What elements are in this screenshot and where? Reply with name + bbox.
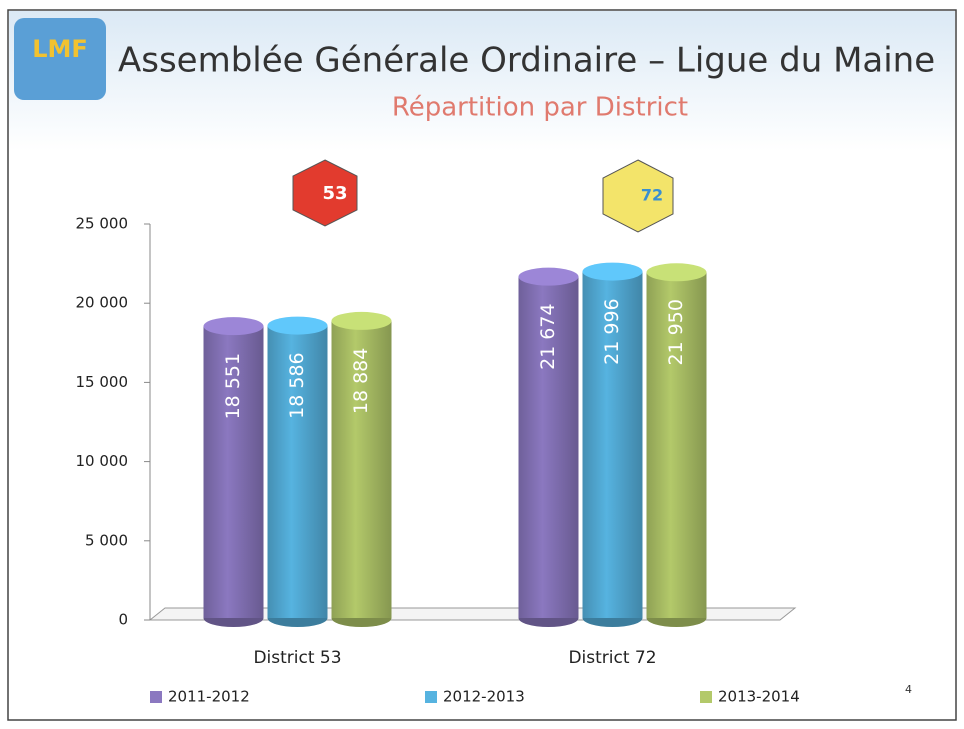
y-tick-label: 0	[118, 611, 128, 629]
bar	[646, 272, 707, 618]
legend-swatch	[700, 691, 712, 703]
logo	[14, 18, 106, 100]
bar-top	[646, 263, 707, 282]
bar-top	[203, 317, 264, 336]
value-label: 18 586	[286, 352, 308, 418]
chart-subtitle: Répartition par District	[392, 93, 688, 123]
bar-top	[518, 267, 579, 286]
y-tick-label: 20 000	[76, 294, 129, 312]
district-icon-label: 72	[641, 186, 663, 205]
bar	[518, 276, 579, 618]
logo-text: LMF	[32, 35, 88, 63]
value-label: 21 674	[537, 303, 559, 369]
bar	[331, 320, 392, 618]
legend-label: 2012-2013	[443, 688, 525, 706]
value-label: 21 950	[665, 299, 687, 365]
value-label: 21 996	[601, 298, 623, 364]
legend-swatch	[150, 691, 162, 703]
legend-swatch	[425, 691, 437, 703]
chart-title: Assemblée Générale Ordinaire – Ligue du …	[118, 41, 935, 81]
bar	[267, 325, 328, 618]
y-tick-label: 15 000	[76, 373, 129, 391]
legend-label: 2011-2012	[168, 688, 250, 706]
bar-top	[331, 311, 392, 330]
district-icon-label: 53	[322, 183, 347, 204]
value-label: 18 884	[350, 348, 372, 414]
y-tick-label: 5 000	[85, 531, 128, 549]
page-number: 4	[905, 683, 912, 696]
district-icon	[292, 159, 358, 227]
bar	[582, 271, 643, 618]
bar	[203, 326, 264, 618]
legend-label: 2013-2014	[718, 688, 800, 706]
district-icon	[602, 159, 674, 233]
value-label: 18 551	[222, 353, 244, 419]
header-band	[9, 11, 955, 151]
bar-top	[267, 316, 328, 335]
x-tick-label: District 53	[253, 648, 341, 668]
bar-top	[582, 262, 643, 281]
y-tick-label: 25 000	[76, 215, 129, 233]
y-tick-label: 10 000	[76, 452, 129, 470]
x-tick-label: District 72	[568, 648, 656, 668]
